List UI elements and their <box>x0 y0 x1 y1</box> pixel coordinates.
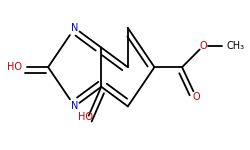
Text: CH₃: CH₃ <box>226 41 245 51</box>
Text: O: O <box>192 92 200 102</box>
Text: O: O <box>200 41 207 51</box>
Text: HO: HO <box>7 62 22 72</box>
Text: N: N <box>71 23 78 33</box>
Text: HO: HO <box>78 112 94 122</box>
Text: N: N <box>71 101 78 111</box>
